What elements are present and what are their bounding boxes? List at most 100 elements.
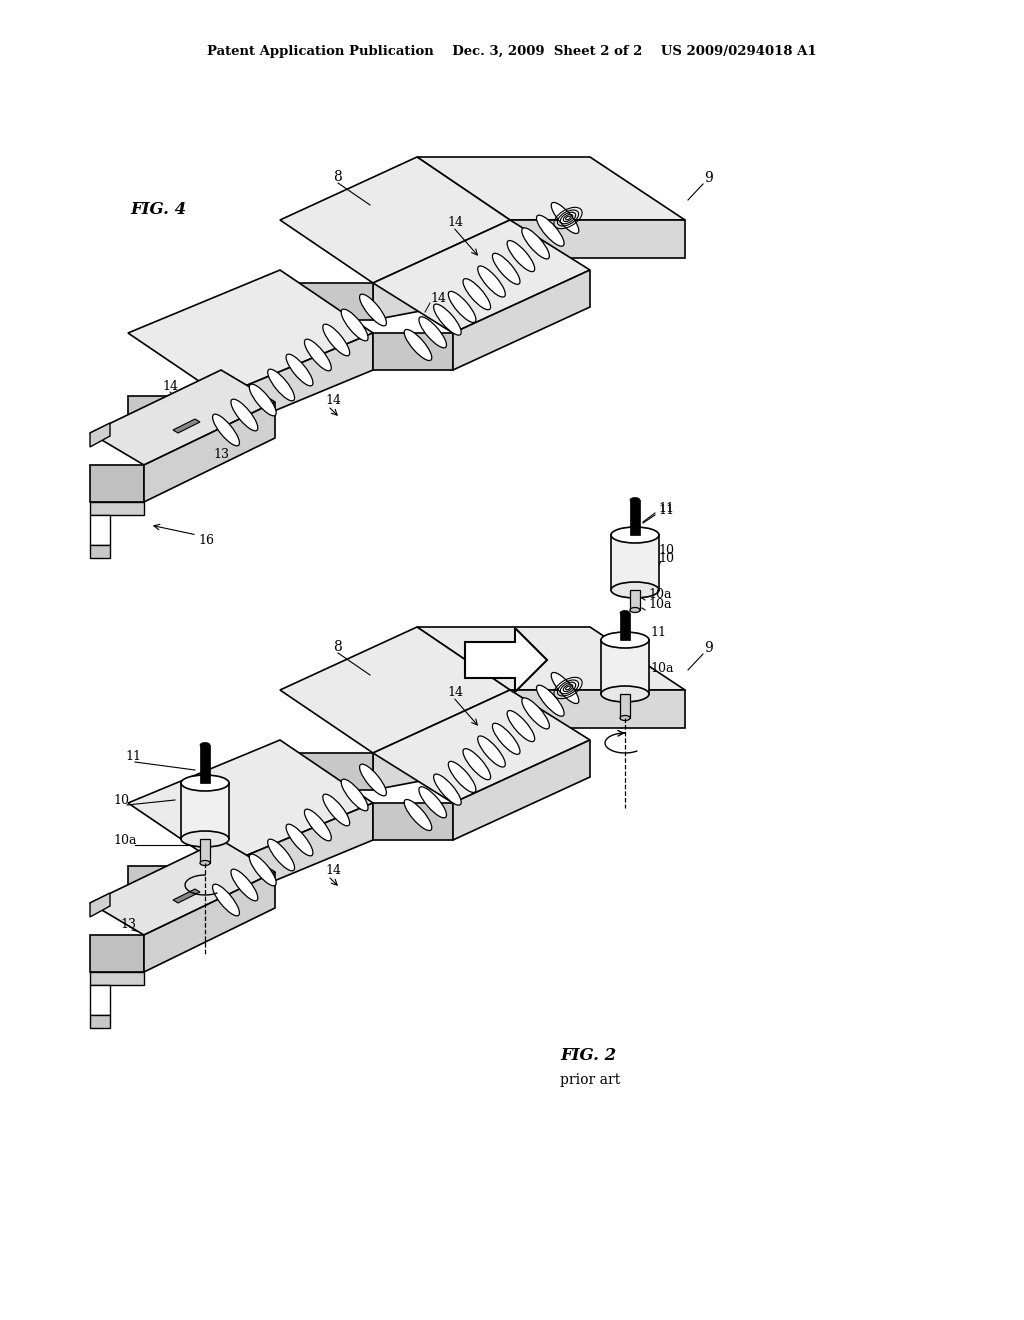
Text: 11: 11 bbox=[650, 627, 666, 639]
Polygon shape bbox=[90, 502, 144, 515]
Text: 14: 14 bbox=[430, 292, 446, 305]
Ellipse shape bbox=[611, 527, 659, 543]
Ellipse shape bbox=[522, 228, 550, 259]
Polygon shape bbox=[128, 866, 221, 903]
Polygon shape bbox=[453, 741, 590, 840]
Ellipse shape bbox=[463, 279, 490, 310]
Ellipse shape bbox=[304, 809, 332, 841]
Ellipse shape bbox=[493, 723, 520, 754]
Polygon shape bbox=[90, 840, 275, 935]
Text: 10: 10 bbox=[658, 552, 674, 565]
Polygon shape bbox=[630, 590, 640, 610]
Polygon shape bbox=[200, 840, 210, 863]
Text: FIG. 4: FIG. 4 bbox=[130, 202, 186, 219]
Text: 13: 13 bbox=[213, 449, 229, 462]
Text: 16: 16 bbox=[198, 533, 214, 546]
Ellipse shape bbox=[267, 370, 295, 401]
Text: 14: 14 bbox=[162, 380, 178, 393]
Ellipse shape bbox=[493, 253, 520, 284]
Ellipse shape bbox=[537, 215, 564, 247]
Polygon shape bbox=[173, 888, 200, 903]
Polygon shape bbox=[620, 694, 630, 718]
Polygon shape bbox=[90, 370, 275, 465]
Ellipse shape bbox=[601, 632, 649, 648]
Text: 8: 8 bbox=[334, 640, 342, 653]
Text: FIG. 2: FIG. 2 bbox=[560, 1047, 616, 1064]
Ellipse shape bbox=[249, 384, 276, 416]
Polygon shape bbox=[221, 333, 373, 433]
Ellipse shape bbox=[620, 610, 630, 615]
Text: 11: 11 bbox=[658, 503, 674, 516]
Ellipse shape bbox=[231, 869, 258, 900]
Polygon shape bbox=[200, 744, 210, 783]
Polygon shape bbox=[373, 257, 510, 319]
Ellipse shape bbox=[323, 795, 349, 826]
Polygon shape bbox=[90, 985, 110, 1015]
Ellipse shape bbox=[404, 800, 432, 830]
Ellipse shape bbox=[286, 824, 313, 855]
Polygon shape bbox=[128, 741, 373, 866]
Ellipse shape bbox=[231, 399, 258, 430]
Polygon shape bbox=[173, 418, 200, 433]
Text: 14: 14 bbox=[325, 393, 341, 407]
Ellipse shape bbox=[522, 698, 550, 729]
Ellipse shape bbox=[419, 317, 446, 348]
Polygon shape bbox=[90, 894, 110, 917]
Ellipse shape bbox=[213, 884, 240, 916]
Ellipse shape bbox=[404, 330, 432, 360]
Polygon shape bbox=[90, 935, 144, 972]
Polygon shape bbox=[510, 690, 685, 729]
Text: 10a: 10a bbox=[113, 833, 136, 846]
Polygon shape bbox=[373, 729, 510, 789]
Ellipse shape bbox=[620, 715, 630, 721]
Ellipse shape bbox=[213, 414, 240, 446]
Polygon shape bbox=[630, 500, 640, 535]
Ellipse shape bbox=[341, 309, 368, 341]
Polygon shape bbox=[128, 396, 221, 433]
Ellipse shape bbox=[478, 265, 505, 297]
Ellipse shape bbox=[551, 202, 579, 234]
Ellipse shape bbox=[463, 748, 490, 780]
Ellipse shape bbox=[433, 774, 461, 805]
Polygon shape bbox=[373, 803, 453, 840]
Text: 14: 14 bbox=[447, 685, 463, 698]
Polygon shape bbox=[465, 628, 547, 692]
Ellipse shape bbox=[611, 582, 659, 598]
Polygon shape bbox=[90, 1015, 110, 1028]
Polygon shape bbox=[510, 220, 685, 257]
Ellipse shape bbox=[286, 354, 313, 385]
Text: 10a: 10a bbox=[648, 589, 672, 602]
Ellipse shape bbox=[478, 737, 505, 767]
Polygon shape bbox=[373, 333, 453, 370]
Ellipse shape bbox=[304, 339, 332, 371]
Polygon shape bbox=[144, 873, 275, 972]
Polygon shape bbox=[221, 803, 373, 903]
Polygon shape bbox=[417, 690, 510, 729]
Text: 14: 14 bbox=[325, 863, 341, 876]
Polygon shape bbox=[280, 627, 510, 752]
Ellipse shape bbox=[601, 686, 649, 702]
Text: 11: 11 bbox=[658, 502, 674, 515]
Ellipse shape bbox=[507, 240, 535, 272]
Ellipse shape bbox=[181, 775, 229, 791]
Ellipse shape bbox=[449, 762, 476, 792]
Ellipse shape bbox=[630, 607, 640, 612]
Text: 10: 10 bbox=[113, 793, 129, 807]
Ellipse shape bbox=[200, 742, 210, 747]
Ellipse shape bbox=[551, 672, 579, 704]
Text: Patent Application Publication    Dec. 3, 2009  Sheet 2 of 2    US 2009/0294018 : Patent Application Publication Dec. 3, 2… bbox=[207, 45, 817, 58]
Polygon shape bbox=[373, 220, 590, 333]
Polygon shape bbox=[280, 752, 373, 789]
Polygon shape bbox=[453, 271, 590, 370]
Polygon shape bbox=[144, 403, 275, 502]
Polygon shape bbox=[601, 640, 649, 694]
Ellipse shape bbox=[537, 685, 564, 717]
Ellipse shape bbox=[323, 325, 349, 356]
Polygon shape bbox=[620, 612, 630, 640]
Polygon shape bbox=[90, 515, 110, 545]
Polygon shape bbox=[417, 157, 685, 220]
Text: prior art: prior art bbox=[560, 1073, 621, 1086]
Ellipse shape bbox=[449, 292, 476, 322]
Text: 10a: 10a bbox=[648, 598, 672, 611]
Polygon shape bbox=[181, 783, 229, 840]
